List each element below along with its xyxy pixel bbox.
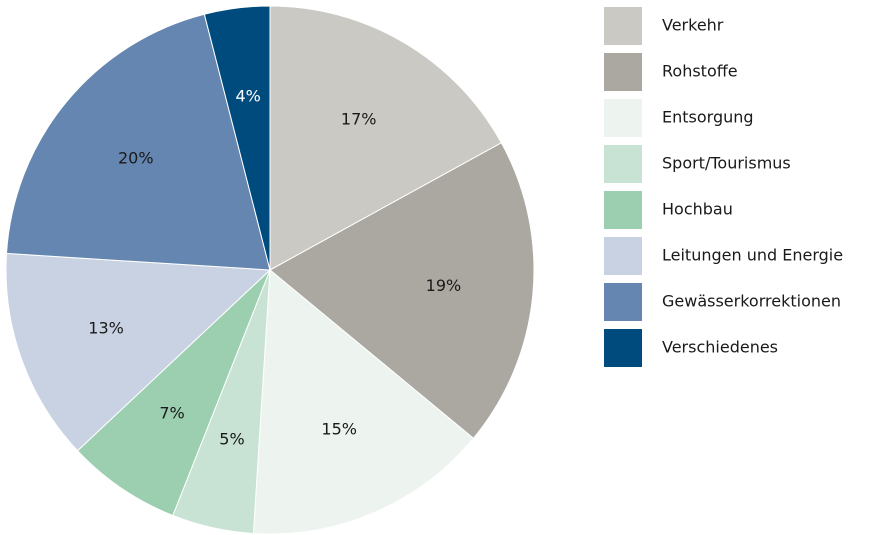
legend-label: Hochbau	[662, 200, 733, 219]
slice-label: 5%	[219, 430, 244, 449]
legend-label: Sport/Tourismus	[662, 154, 791, 173]
legend-swatch	[604, 7, 642, 45]
pie-slice	[76, 269, 271, 517]
legend-swatch	[604, 283, 642, 321]
pie-slice	[269, 142, 535, 439]
slice-label: 15%	[321, 419, 357, 438]
slice-label: 13%	[88, 319, 124, 338]
slice-label: 4%	[235, 87, 260, 106]
legend-swatch	[604, 53, 642, 91]
pie-slice	[252, 268, 475, 535]
legend-swatch	[604, 191, 642, 229]
slice-label: 17%	[341, 110, 377, 129]
legend-label: Verschiedenes	[662, 338, 778, 357]
legend-label: Verkehr	[662, 16, 724, 35]
pie-slice	[5, 13, 271, 271]
legend-label: Rohstoffe	[662, 62, 738, 81]
pie-slice	[269, 5, 503, 271]
legend-swatch	[604, 145, 642, 183]
pie-slice	[5, 252, 272, 452]
legend-label: Gewässerkorrektionen	[662, 292, 841, 311]
slice-label: 20%	[118, 148, 154, 167]
legend-label: Leitungen und Energie	[662, 246, 843, 265]
legend-swatch	[604, 237, 642, 275]
legend-label: Entsorgung	[662, 108, 754, 127]
slice-label: 19%	[426, 276, 462, 295]
legend-swatch	[604, 329, 642, 367]
legend-swatch	[604, 99, 642, 137]
slice-label: 7%	[159, 404, 184, 423]
pie-slice	[203, 5, 271, 271]
